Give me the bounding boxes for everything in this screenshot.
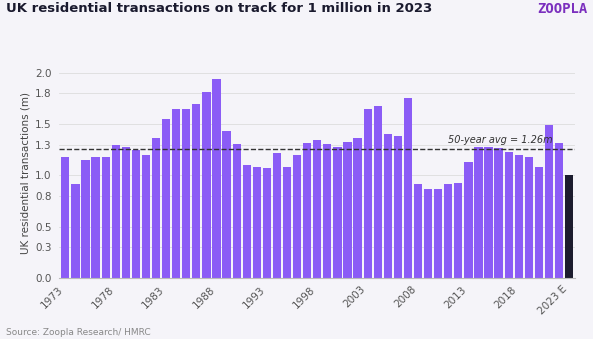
Bar	[464, 162, 473, 278]
Bar	[343, 142, 352, 278]
Bar	[162, 119, 170, 278]
Bar	[303, 143, 311, 278]
Bar	[404, 98, 412, 278]
Bar	[323, 144, 331, 278]
Bar	[384, 135, 392, 278]
Bar	[202, 93, 211, 278]
Bar	[394, 137, 402, 278]
Bar	[61, 157, 69, 278]
Bar	[353, 138, 362, 278]
Bar	[273, 153, 281, 278]
Bar	[374, 106, 382, 278]
Bar	[555, 143, 563, 278]
Text: 50-year avg = 1.26m: 50-year avg = 1.26m	[448, 135, 553, 145]
Bar	[474, 147, 483, 278]
Bar	[263, 168, 271, 278]
Bar	[293, 155, 301, 278]
Bar	[484, 147, 493, 278]
Bar	[454, 183, 463, 278]
Bar	[444, 184, 452, 278]
Bar	[495, 148, 503, 278]
Bar	[132, 150, 140, 278]
Text: UK residential transactions on track for 1 million in 2023: UK residential transactions on track for…	[6, 2, 432, 15]
Bar	[172, 109, 180, 278]
Bar	[505, 152, 513, 278]
Bar	[364, 109, 372, 278]
Bar	[333, 147, 342, 278]
Bar	[515, 155, 523, 278]
Bar	[71, 184, 79, 278]
Bar	[313, 140, 321, 278]
Bar	[222, 132, 231, 278]
Bar	[565, 176, 573, 278]
Bar	[283, 167, 291, 278]
Bar	[192, 104, 200, 278]
Bar	[91, 157, 100, 278]
Bar	[111, 145, 120, 278]
Text: Source: Zoopla Research/ HMRC: Source: Zoopla Research/ HMRC	[6, 328, 151, 337]
Bar	[243, 165, 251, 278]
Text: ZOOPLA: ZOOPLA	[537, 2, 587, 16]
Bar	[122, 147, 130, 278]
Bar	[525, 157, 533, 278]
Bar	[142, 155, 150, 278]
Bar	[232, 144, 241, 278]
Bar	[535, 167, 543, 278]
Bar	[101, 157, 110, 278]
Bar	[424, 189, 432, 278]
Bar	[545, 125, 553, 278]
Bar	[414, 184, 422, 278]
Bar	[434, 189, 442, 278]
Bar	[152, 138, 160, 278]
Bar	[81, 160, 90, 278]
Y-axis label: UK residential transactions (m): UK residential transactions (m)	[21, 92, 31, 254]
Bar	[182, 109, 190, 278]
Bar	[253, 167, 261, 278]
Bar	[212, 79, 221, 278]
